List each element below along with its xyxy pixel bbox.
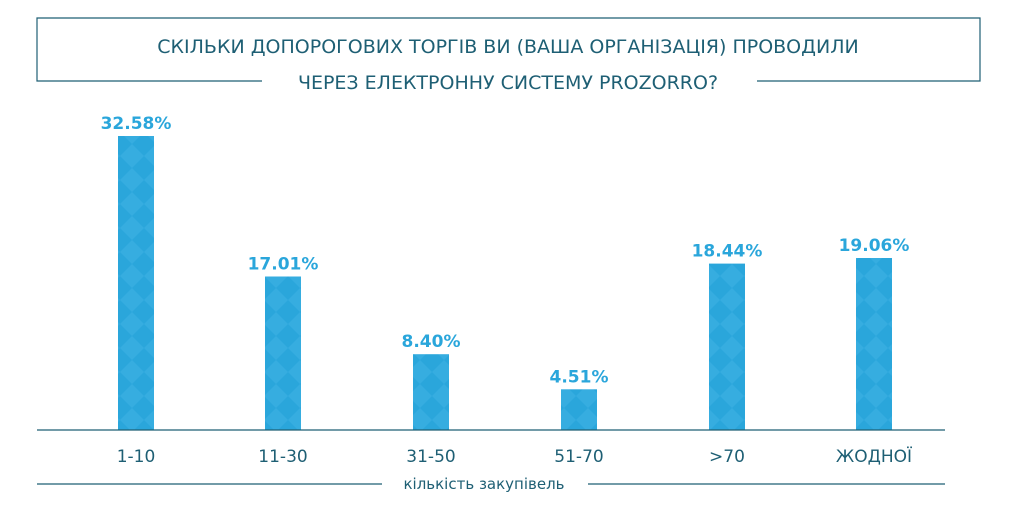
x-tick-label-4: 51-70 — [554, 447, 603, 467]
bar-4 — [561, 389, 597, 430]
x-tick-label-2: 11-30 — [258, 447, 307, 467]
value-label-4: 4.51% — [550, 367, 609, 387]
title-frame: СКІЛЬКИ ДОПОРОГОВИХ ТОРГІВ ВИ (ВАША ОРГА… — [36, 17, 981, 94]
chart-title-line2: ЧЕРЕЗ ЕЛЕКТРОННУ СИСТЕМУ PROZORRO? — [298, 72, 718, 94]
x-tick-label-3: 31-50 — [406, 447, 455, 467]
value-label-1: 32.58% — [101, 114, 172, 134]
bars-group — [118, 136, 892, 430]
title-frame-border — [36, 17, 981, 82]
bar-1 — [118, 136, 154, 430]
bar-3 — [413, 354, 449, 430]
value-label-6: 19.06% — [839, 236, 910, 256]
chart-title-line1: СКІЛЬКИ ДОПОРОГОВИХ ТОРГІВ ВИ (ВАША ОРГА… — [157, 36, 858, 58]
value-label-3: 8.40% — [402, 332, 461, 352]
value-label-2: 17.01% — [248, 255, 319, 275]
value-label-5: 18.44% — [692, 242, 763, 262]
bar-6 — [856, 258, 892, 430]
x-tick-label-6: ЖОДНОЇ — [836, 446, 912, 467]
x-axis-title: кількість закупівель — [403, 475, 564, 493]
bar-2 — [265, 276, 301, 430]
x-tick-label-1: 1-10 — [117, 447, 156, 467]
tick-labels-group: 1-10 11-30 31-50 51-70 >70 ЖОДНОЇ — [117, 446, 912, 467]
bar-5 — [709, 263, 745, 430]
value-labels-group: 32.58% 17.01% 8.40% 4.51% 18.44% 19.06% — [101, 114, 910, 387]
x-tick-label-5: >70 — [709, 447, 745, 467]
x-axis-title-group: кількість закупівель — [37, 475, 945, 493]
